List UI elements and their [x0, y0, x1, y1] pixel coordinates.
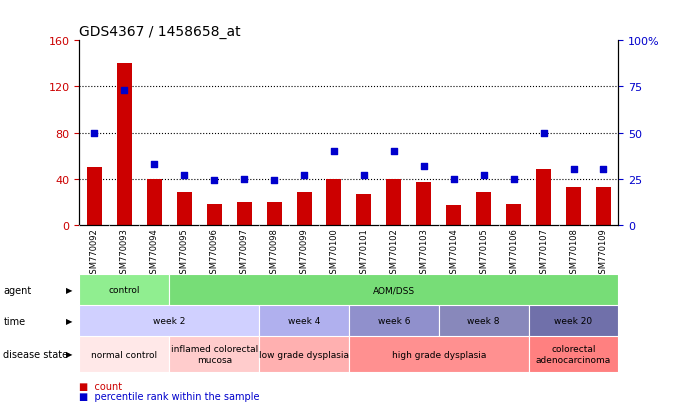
Point	[238, 176, 249, 183]
Text: ■  percentile rank within the sample: ■ percentile rank within the sample	[79, 392, 260, 401]
Point	[179, 172, 190, 179]
Point	[538, 130, 549, 136]
Bar	[146, 179, 162, 225]
Point	[448, 176, 460, 183]
Point	[89, 130, 100, 136]
Text: GSM770095: GSM770095	[180, 228, 189, 278]
Bar	[236, 202, 252, 225]
Text: control: control	[108, 286, 140, 294]
Text: GSM770109: GSM770109	[599, 228, 608, 278]
Bar	[259, 306, 349, 337]
Bar	[177, 193, 191, 225]
Point	[299, 172, 310, 179]
Bar	[416, 183, 431, 225]
Text: week 6: week 6	[377, 317, 410, 325]
Text: GSM770099: GSM770099	[299, 228, 309, 278]
Text: time: time	[3, 316, 26, 326]
Text: AOM/DSS: AOM/DSS	[373, 286, 415, 294]
Bar	[536, 170, 551, 225]
Text: GSM770100: GSM770100	[330, 228, 339, 278]
Bar	[79, 275, 169, 306]
Text: GSM770101: GSM770101	[359, 228, 368, 278]
Text: ▶: ▶	[66, 317, 73, 325]
Point	[359, 172, 370, 179]
Text: GSM770106: GSM770106	[509, 228, 518, 278]
Bar	[506, 204, 521, 225]
Text: GSM770096: GSM770096	[209, 228, 219, 278]
Text: disease state: disease state	[3, 349, 68, 359]
Bar	[259, 337, 349, 372]
Text: week 8: week 8	[467, 317, 500, 325]
Text: agent: agent	[3, 285, 32, 295]
Text: GSM770102: GSM770102	[389, 228, 399, 278]
Bar	[169, 275, 618, 306]
Bar	[326, 179, 341, 225]
Bar	[476, 193, 491, 225]
Text: GSM770108: GSM770108	[569, 228, 578, 278]
Bar	[386, 179, 401, 225]
Text: GSM770094: GSM770094	[150, 228, 159, 278]
Point	[269, 178, 280, 184]
Bar	[357, 194, 371, 225]
Point	[149, 161, 160, 168]
Bar	[529, 337, 618, 372]
Point	[568, 167, 579, 173]
Bar	[169, 337, 259, 372]
Point	[418, 163, 429, 170]
Bar	[207, 204, 222, 225]
Bar	[439, 306, 529, 337]
Text: week 20: week 20	[554, 317, 593, 325]
Text: ▶: ▶	[66, 286, 73, 294]
Text: ■  count: ■ count	[79, 381, 122, 391]
Text: GSM770107: GSM770107	[539, 228, 548, 278]
Bar	[117, 64, 132, 225]
Bar	[446, 206, 461, 225]
Text: GSM770103: GSM770103	[419, 228, 428, 278]
Text: GSM770093: GSM770093	[120, 228, 129, 278]
Text: colorectal
adenocarcinoma: colorectal adenocarcinoma	[536, 344, 611, 364]
Bar	[349, 306, 439, 337]
Text: high grade dysplasia: high grade dysplasia	[392, 350, 486, 358]
Text: inflamed colorectal
mucosa: inflamed colorectal mucosa	[171, 344, 258, 364]
Bar	[596, 187, 611, 225]
Point	[478, 172, 489, 179]
Text: GSM770098: GSM770098	[269, 228, 278, 278]
Text: GSM770097: GSM770097	[240, 228, 249, 278]
Point	[598, 167, 609, 173]
Bar	[79, 306, 259, 337]
Text: GSM770104: GSM770104	[449, 228, 458, 278]
Text: week 4: week 4	[288, 317, 320, 325]
Bar	[566, 187, 581, 225]
Text: normal control: normal control	[91, 350, 158, 358]
Text: week 2: week 2	[153, 317, 185, 325]
Bar	[296, 193, 312, 225]
Point	[209, 178, 220, 184]
Bar	[529, 306, 618, 337]
Text: low grade dysplasia: low grade dysplasia	[259, 350, 349, 358]
Bar	[267, 202, 281, 225]
Point	[388, 148, 399, 155]
Point	[508, 176, 519, 183]
Text: GSM770092: GSM770092	[90, 228, 99, 278]
Point	[119, 88, 130, 94]
Bar	[79, 337, 169, 372]
Text: GSM770105: GSM770105	[479, 228, 489, 278]
Bar	[349, 337, 529, 372]
Text: GDS4367 / 1458658_at: GDS4367 / 1458658_at	[79, 25, 241, 39]
Bar	[87, 168, 102, 225]
Point	[328, 148, 339, 155]
Text: ▶: ▶	[66, 350, 73, 358]
